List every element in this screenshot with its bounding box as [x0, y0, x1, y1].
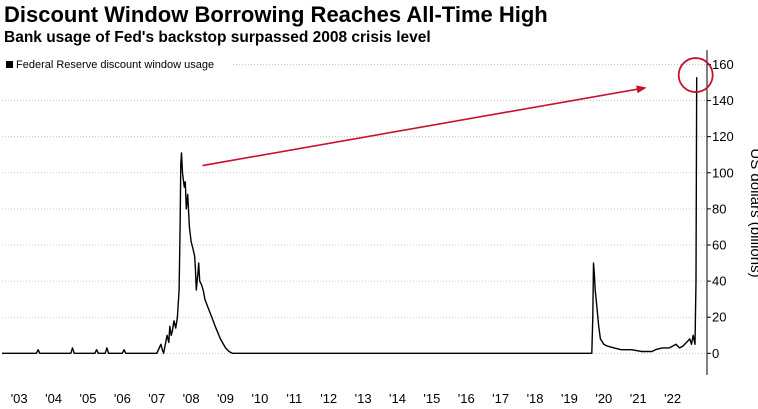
legend-box [0, 54, 232, 75]
x-tick-label-2012: '12 [320, 391, 337, 406]
y-tick-label-40: 40 [712, 274, 726, 289]
y-axis-label: US dollars (billions) [747, 148, 758, 277]
y-tick-labels: 0 20 40 60 80 100 120 140 160 [707, 57, 734, 361]
x-tick-label-2015: '15 [423, 391, 440, 406]
x-tick-label-2011: '11 [286, 391, 302, 406]
gridlines [2, 64, 707, 354]
x-tick-label-2010: '10 [251, 391, 268, 406]
y-tick-label-140: 140 [712, 93, 734, 108]
y-tick-label-0: 0 [712, 346, 719, 361]
chart-title: Discount Window Borrowing Reaches All-Ti… [4, 2, 548, 27]
annotation-arrow [202, 85, 647, 167]
x-tick-label-2018: '18 [527, 391, 544, 406]
x-tick-label-2005: '05 [79, 391, 96, 406]
chart-subtitle: Bank usage of Fed's backstop surpassed 2… [4, 29, 431, 46]
x-tick-label-2004: '04 [45, 391, 62, 406]
y-tick-label-60: 60 [712, 238, 726, 253]
x-tick-label-2003: '03 [11, 391, 28, 406]
x-tick-labels: '03 '04 '05 '06 '07 '08 '09 '10 '11 '12 '13 '14 '15 '… [11, 391, 681, 406]
x-tick-label-2017: '17 [492, 391, 509, 406]
x-tick-label-2016: '16 [458, 391, 475, 406]
annotations [202, 57, 714, 167]
y-tick-label-100: 100 [712, 165, 734, 180]
x-tick-label-2019: '19 [561, 391, 578, 406]
legend: Federal Reserve discount window usage [0, 54, 232, 75]
y-tick-label-20: 20 [712, 310, 726, 325]
x-tick-label-2021: '21 [630, 391, 647, 406]
y-tick-label-80: 80 [712, 201, 726, 216]
x-tick-label-2007: '07 [148, 391, 165, 406]
x-tick-label-2013: '13 [355, 391, 372, 406]
y-tick-label-120: 120 [712, 129, 734, 144]
x-tick-label-2006: '06 [114, 391, 131, 406]
legend-swatch [6, 61, 13, 68]
x-tick-label-2020: '20 [595, 391, 612, 406]
annotation-circle [677, 57, 714, 93]
x-tick-label-2022: '22 [664, 391, 681, 406]
y-tick-label-160: 160 [712, 57, 734, 72]
x-tick-label-2009: '09 [217, 391, 234, 406]
series-line-discount-window [2, 77, 698, 354]
legend-label: Federal Reserve discount window usage [16, 59, 214, 71]
x-tick-label-2008: '08 [183, 391, 200, 406]
x-tick-label-2014: '14 [389, 391, 406, 406]
